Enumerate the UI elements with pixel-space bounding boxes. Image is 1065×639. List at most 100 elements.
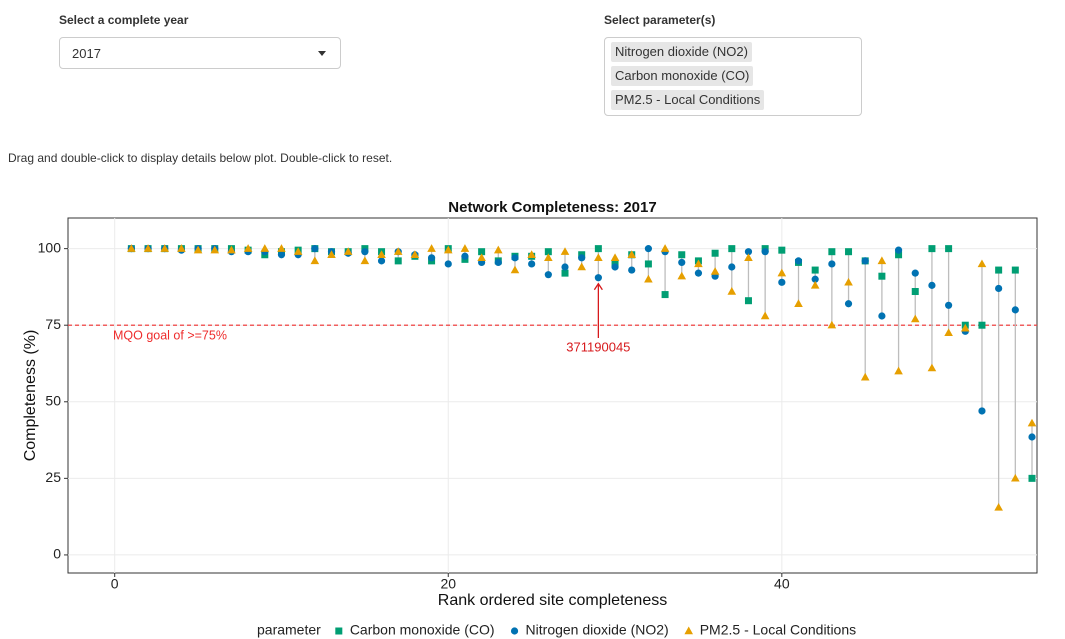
point [127,245,135,253]
point [578,254,586,262]
point [761,248,769,256]
plot-area [67,217,1038,574]
point [678,251,686,259]
parameters-label: Select parameter(s) [604,13,716,27]
point [161,245,169,253]
point [677,271,687,280]
point [678,258,686,267]
point [528,252,536,260]
parameter-chip[interactable]: Carbon monoxide (CO) [611,66,754,86]
point [928,245,936,253]
y-tick-label: 75 [45,316,61,332]
point [628,266,636,274]
point [895,251,903,259]
legend-label: Nitrogen dioxide (NO2) [526,622,669,638]
point [611,260,619,268]
point [561,269,569,277]
y-tick-label: 25 [45,469,61,485]
point [294,246,302,254]
point [627,250,637,258]
chart-title: Network Completeness: 2017 [448,199,656,216]
point [877,256,887,265]
point [911,288,919,296]
year-select[interactable]: 2017 [59,37,341,69]
point [377,257,386,265]
point [995,266,1003,274]
parameter-chip[interactable]: PM2.5 - Local Conditions [611,90,765,110]
annotation-label: 371190045 [566,339,630,354]
point [161,245,169,253]
point [910,314,920,323]
point [361,248,369,256]
point [578,251,586,259]
point [428,257,436,265]
point [978,407,986,415]
year-label: Select a complete year [59,13,189,27]
point [277,248,285,256]
point [411,252,419,260]
point [127,244,136,252]
point [477,253,486,262]
point [544,248,552,256]
point [845,248,853,256]
point [1011,306,1019,314]
parameter-chip[interactable]: Nitrogen dioxide (NO2) [611,42,752,62]
point [461,255,469,263]
point [177,244,186,252]
point [227,245,236,254]
year-value: 2017 [72,46,101,61]
annotation-arrowhead [593,282,603,291]
point [1011,266,1019,274]
point [461,252,469,260]
point [711,272,719,280]
point [760,311,770,320]
point [861,257,869,265]
point [528,260,536,268]
point [660,244,670,252]
point [243,244,253,252]
point [443,245,453,254]
point [778,246,786,254]
point [277,244,286,252]
point [628,251,636,259]
point [177,246,186,254]
point [644,260,652,268]
point [560,247,570,255]
point [728,245,736,253]
y-axis-title: Completeness (%) [22,330,39,462]
point [978,321,986,329]
point [343,247,353,255]
point [810,280,820,289]
point [344,248,352,256]
point [594,245,602,253]
point [494,258,502,267]
point [511,254,519,262]
point [378,248,386,256]
point [244,246,252,254]
point [944,328,953,337]
point [594,253,603,262]
point [394,248,402,256]
point [210,245,220,254]
point [1011,473,1020,482]
point [193,245,203,254]
point [945,245,953,253]
point [778,278,786,286]
point [144,245,152,253]
point [744,253,753,262]
point [644,245,652,253]
parameters-select[interactable]: Nitrogen dioxide (NO2) Carbon monoxide (… [604,37,862,116]
point [694,259,703,268]
x-tick-label: 40 [774,576,790,592]
point [727,287,737,295]
point [294,251,302,259]
point [828,260,836,268]
legend-marker [684,626,694,635]
point [444,260,452,268]
point [411,251,419,259]
x-tick-label: 20 [440,576,456,592]
point [928,281,936,289]
point [511,252,519,260]
